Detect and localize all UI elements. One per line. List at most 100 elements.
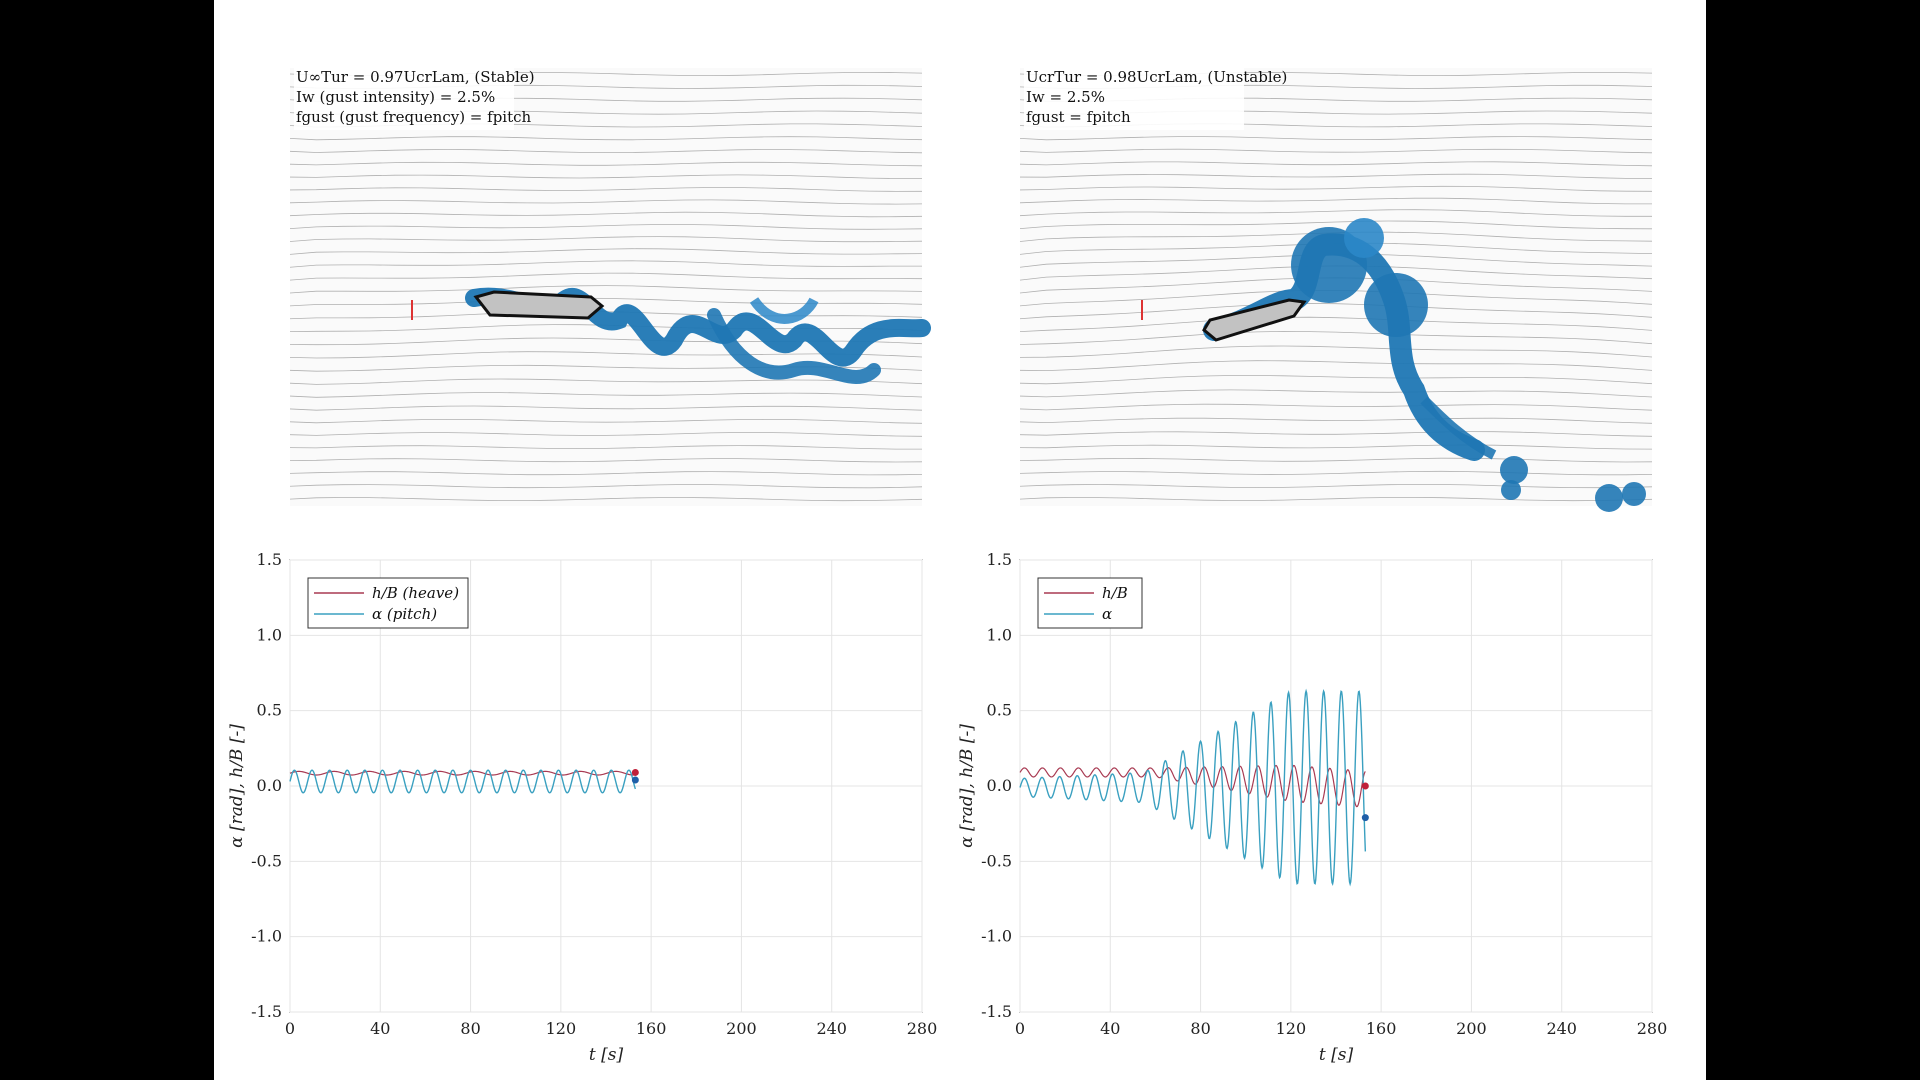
streamlines-right xyxy=(1019,71,1653,502)
y-tick-label: 1.5 xyxy=(987,550,1012,569)
bridge-deck-left xyxy=(473,290,605,320)
x-tick-label: 120 xyxy=(1276,1019,1307,1038)
y-tick-label: 1.0 xyxy=(257,625,282,644)
legend-label: h/B xyxy=(1102,584,1128,602)
time-series-chart-left: 0 40 80 120 160 200 240 280 1.5 1.0 0.5 0.0 -0.5 -1.0… xyxy=(227,550,937,1065)
x-tick-label: 240 xyxy=(816,1019,847,1038)
streamline xyxy=(1019,197,1652,205)
y-tick-label: -0.5 xyxy=(981,851,1012,870)
x-tick-label: 160 xyxy=(636,1019,667,1038)
y-axis-label: α [rad], h/B [-] xyxy=(957,724,977,848)
series-end-marker xyxy=(1361,814,1369,822)
y-tick-label: -0.5 xyxy=(251,851,282,870)
streamline xyxy=(1019,303,1653,320)
streamline xyxy=(1019,148,1653,154)
annotation-line2-left: Iw (gust intensity) = 2.5% xyxy=(296,88,495,106)
streamline xyxy=(1019,431,1653,437)
legend-label: α (pitch) xyxy=(372,605,437,623)
streamline xyxy=(1019,316,1653,333)
streamline xyxy=(289,224,923,230)
y-tick-label: 0.0 xyxy=(257,776,282,795)
legend-box xyxy=(307,577,469,629)
streamline xyxy=(1019,161,1653,167)
x-tick-label: 80 xyxy=(1190,1019,1210,1038)
streamline xyxy=(1019,185,1653,192)
streamline xyxy=(1019,345,1653,358)
streamline xyxy=(1019,457,1653,463)
streamline xyxy=(1019,374,1653,385)
streamline xyxy=(289,458,923,463)
streamline xyxy=(1019,360,1653,372)
series-line-1 xyxy=(289,769,637,794)
streamline xyxy=(289,418,923,424)
flow-field-left xyxy=(290,68,922,506)
x-tick-label: 120 xyxy=(546,1019,577,1038)
streamline xyxy=(289,199,923,205)
legend-label: h/B (heave) xyxy=(372,584,459,602)
series-end-marker xyxy=(631,776,639,784)
streamline xyxy=(289,484,923,489)
streamline xyxy=(1019,136,1653,141)
y-tick-label: 0.5 xyxy=(257,701,282,720)
y-tick-label: 1.5 xyxy=(257,550,282,569)
streamline xyxy=(289,161,923,167)
streamline xyxy=(289,248,923,255)
streamline xyxy=(1019,470,1653,476)
flow-panel-right: UcrTur = 0.98UcrLam, (Unstable) Iw = 2.5… xyxy=(1019,58,1653,512)
streamline xyxy=(289,187,923,192)
flow-panel-left: U∞Tur = 0.97UcrLam, (Stable) Iw (gust in… xyxy=(289,58,931,506)
y-tick-label: -1.0 xyxy=(981,927,1012,946)
x-tick-label: 200 xyxy=(726,1019,757,1038)
annotation-line3-right: fgust = fpitch xyxy=(1026,108,1131,126)
x-tick-label: 40 xyxy=(1100,1019,1120,1038)
x-tick-label: 0 xyxy=(285,1019,295,1038)
series-end-marker xyxy=(1361,782,1369,790)
streamline xyxy=(289,285,923,294)
series-end-marker xyxy=(631,768,639,776)
series-line-1 xyxy=(1019,688,1367,887)
streamline xyxy=(1019,330,1653,345)
streamline xyxy=(1019,173,1653,179)
legend-box xyxy=(1037,577,1143,629)
streamline xyxy=(1019,417,1653,424)
x-tick-label: 0 xyxy=(1015,1019,1025,1038)
annotation-line1-left: U∞Tur = 0.97UcrLam, (Stable) xyxy=(296,68,535,86)
y-tick-label: 1.0 xyxy=(987,625,1012,644)
streamline xyxy=(289,174,923,179)
streamline xyxy=(1019,444,1653,450)
streamline xyxy=(1019,389,1653,398)
streamline xyxy=(289,272,923,281)
x-tick-label: 280 xyxy=(907,1019,938,1038)
annotation-line2-right: Iw = 2.5% xyxy=(1026,88,1105,106)
y-tick-label: -1.5 xyxy=(251,1002,282,1021)
x-tick-label: 200 xyxy=(1456,1019,1487,1038)
streamline xyxy=(289,149,923,154)
x-tick-label: 280 xyxy=(1637,1019,1668,1038)
y-axis-label: α [rad], h/B [-] xyxy=(227,724,247,848)
x-tick-label: 80 xyxy=(460,1019,480,1038)
y-tick-label: -1.5 xyxy=(981,1002,1012,1021)
streamlines-left xyxy=(289,71,923,502)
streamline xyxy=(289,405,923,411)
streamline xyxy=(289,136,923,141)
streamline xyxy=(289,471,923,476)
x-tick-label: 240 xyxy=(1546,1019,1577,1038)
y-tick-label: -1.0 xyxy=(251,927,282,946)
x-tick-label: 40 xyxy=(370,1019,390,1038)
streamline xyxy=(289,211,923,218)
annotation-line3-left: fgust (gust frequency) = fpitch xyxy=(296,108,532,126)
annotation-line1-right: UcrTur = 0.98UcrLam, (Unstable) xyxy=(1026,68,1287,86)
x-axis-label: t [s] xyxy=(589,1045,624,1065)
streamline xyxy=(1019,220,1653,230)
streamline xyxy=(1019,496,1653,502)
streamline xyxy=(289,497,923,502)
streamline xyxy=(289,445,922,450)
time-series-chart-right: 0 40 80 120 160 200 240 280 1.5 1.0 0.5 0.0 -0.5 -1.0… xyxy=(957,550,1667,1065)
y-tick-label: 0.5 xyxy=(987,701,1012,720)
streamline xyxy=(289,432,923,437)
streamline xyxy=(289,392,923,398)
x-tick-label: 160 xyxy=(1366,1019,1397,1038)
x-axis-label: t [s] xyxy=(1319,1045,1354,1065)
streamline xyxy=(289,351,923,359)
video-frame: U∞Tur = 0.97UcrLam, (Stable) Iw (gust in… xyxy=(214,0,1706,1080)
